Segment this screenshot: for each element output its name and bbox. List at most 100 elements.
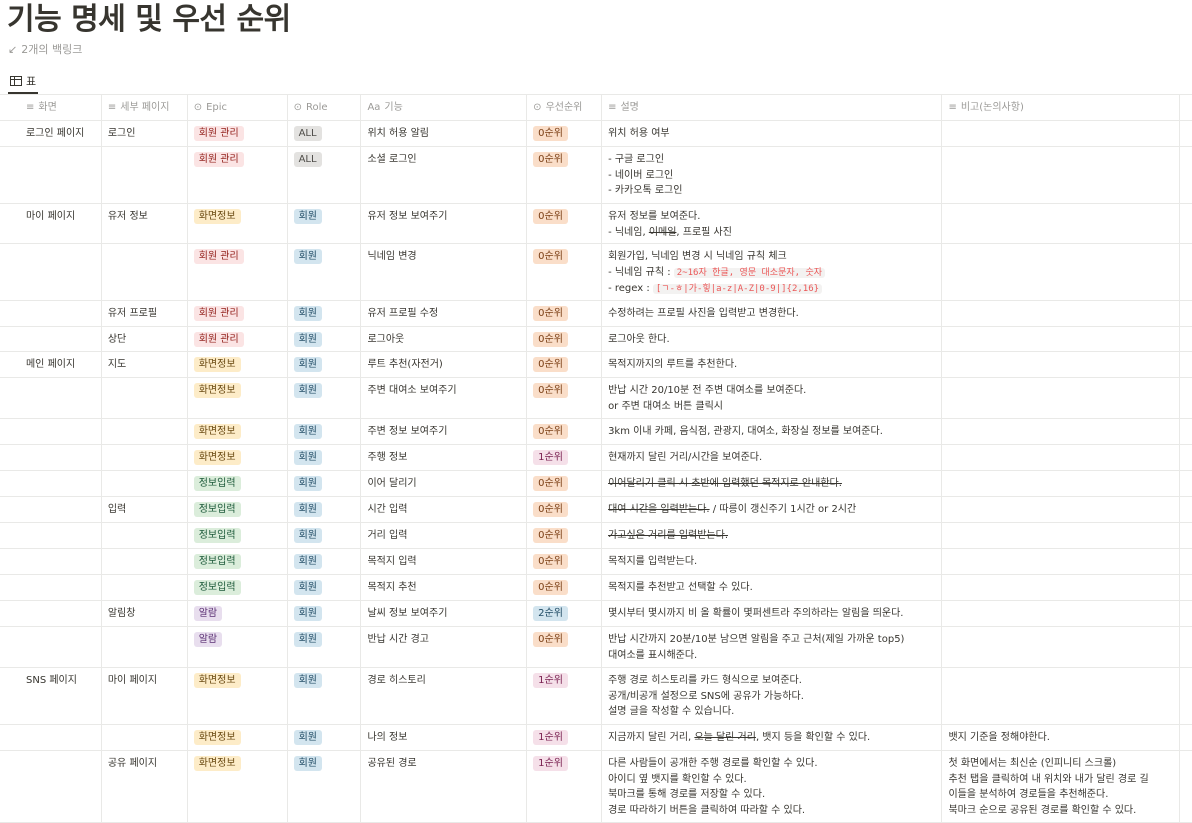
cell-role[interactable]: 회원 [288,725,362,750]
cell-notes[interactable] [942,523,1181,548]
cell-screen[interactable] [20,497,102,522]
cell-feature[interactable]: 닉네임 변경 [361,244,528,300]
cell-priority[interactable]: 0순위 [527,301,603,326]
cell-epic[interactable]: 정보입력 [188,523,288,548]
cell-feature[interactable]: 루트 추천(자전거) [361,352,528,377]
cell-screen[interactable] [20,327,102,351]
cell-priority[interactable]: 0순위 [527,549,603,574]
header-feature[interactable]: Aa 기능 [361,95,528,120]
cell-priority[interactable]: 0순위 [527,471,603,496]
cell-screen[interactable] [20,725,102,750]
cell-description[interactable]: 몇시부터 몇시까지 비 올 확률이 몇퍼센트라 주의하라는 알림을 띄운다. [602,601,943,626]
cell-epic[interactable]: 회원 관리 [188,121,288,146]
cell-epic[interactable]: 회원 관리 [188,147,288,203]
cell-description[interactable]: 주행 경로 히스토리를 카드 형식으로 보여준다. 공개/비공개 설정으로 SNS… [602,668,943,724]
cell-screen[interactable]: 메인 페이지 [20,352,102,377]
cell-role[interactable]: 회원 [288,549,362,574]
cell-notes[interactable] [942,204,1181,243]
cell-screen[interactable] [20,575,102,600]
cell-role[interactable]: 회원 [288,575,362,600]
cell-subpage[interactable] [102,419,188,444]
cell-notes[interactable] [942,244,1181,300]
cell-description[interactable]: - 구글 로그인 - 네이버 로그인 - 카카오톡 로그인 [602,147,943,203]
header-screen[interactable]: ≡ 화면 [20,95,102,120]
cell-screen[interactable] [20,523,102,548]
cell-screen[interactable]: 마이 페이지 [20,204,102,243]
cell-subpage[interactable] [102,244,188,300]
cell-description[interactable]: 대여 시간을 입력받는다. / 따릉이 갱신주기 1시간 or 2시간 [602,497,943,522]
cell-feature[interactable]: 공유된 경로 [361,751,528,822]
cell-notes[interactable] [942,627,1181,667]
cell-priority[interactable]: 0순위 [527,204,603,243]
cell-role[interactable]: 회원 [288,204,362,243]
cell-feature[interactable]: 주변 정보 보여주기 [361,419,528,444]
cell-subpage[interactable]: 공유 페이지 [102,751,188,822]
cell-feature[interactable]: 주행 정보 [361,445,528,470]
cell-role[interactable]: 회원 [288,327,362,351]
cell-notes[interactable] [942,471,1181,496]
cell-screen[interactable] [20,147,102,203]
cell-notes[interactable] [942,419,1181,444]
cell-epic[interactable]: 화면정보 [188,378,288,418]
cell-epic[interactable]: 알람 [188,601,288,626]
cell-subpage[interactable]: 지도 [102,352,188,377]
header-description[interactable]: ≡ 설명 [602,95,943,120]
cell-priority[interactable]: 1순위 [527,725,603,750]
cell-role[interactable]: 회원 [288,378,362,418]
cell-priority[interactable]: 0순위 [527,627,603,667]
cell-description[interactable]: 다른 사람들이 공개한 주행 경로를 확인할 수 있다. 아이디 옆 뱃지를 확인… [602,751,943,822]
cell-notes[interactable] [942,147,1181,203]
cell-description[interactable]: 이어달리기 클릭 시 초반에 입력했던 목적지로 안내한다. [602,471,943,496]
cell-epic[interactable]: 정보입력 [188,575,288,600]
cell-feature[interactable]: 시간 입력 [361,497,528,522]
cell-role[interactable]: 회원 [288,627,362,667]
cell-epic[interactable]: 화면정보 [188,668,288,724]
cell-description[interactable]: 위치 허용 여부 [602,121,943,146]
cell-description[interactable]: 목적지를 입력받는다. [602,549,943,574]
cell-notes[interactable]: 뱃지 기준을 정해야한다. [942,725,1181,750]
header-notes[interactable]: ≡ 비고(논의사항) [942,95,1181,120]
cell-screen[interactable] [20,627,102,667]
cell-description[interactable]: 수정하려는 프로필 사진을 입력받고 변경한다. [602,301,943,326]
cell-epic[interactable]: 회원 관리 [188,327,288,351]
cell-priority[interactable]: 2순위 [527,601,603,626]
cell-epic[interactable]: 정보입력 [188,497,288,522]
cell-priority[interactable]: 0순위 [527,147,603,203]
cell-feature[interactable]: 유저 프로필 수정 [361,301,528,326]
cell-feature[interactable]: 유저 정보 보여주기 [361,204,528,243]
cell-screen[interactable] [20,751,102,822]
cell-priority[interactable]: 0순위 [527,419,603,444]
cell-priority[interactable]: 1순위 [527,445,603,470]
cell-role[interactable]: 회원 [288,244,362,300]
header-subpage[interactable]: ≡ 세부 페이지 [102,95,188,120]
cell-feature[interactable]: 위치 허용 알림 [361,121,528,146]
cell-epic[interactable]: 화면정보 [188,725,288,750]
cell-feature[interactable]: 나의 정보 [361,725,528,750]
header-priority[interactable]: ⊙ 우선순위 [527,95,603,120]
cell-subpage[interactable] [102,575,188,600]
cell-feature[interactable]: 거리 입력 [361,523,528,548]
cell-screen[interactable] [20,378,102,418]
cell-role[interactable]: 회원 [288,471,362,496]
cell-notes[interactable] [942,549,1181,574]
cell-epic[interactable]: 화면정보 [188,204,288,243]
cell-priority[interactable]: 0순위 [527,121,603,146]
cell-role[interactable]: 회원 [288,301,362,326]
cell-description[interactable]: 목적지를 추천받고 선택할 수 있다. [602,575,943,600]
cell-feature[interactable]: 날씨 정보 보여주기 [361,601,528,626]
cell-priority[interactable]: 0순위 [527,244,603,300]
cell-description[interactable]: 현재까지 달린 거리/시간을 보여준다. [602,445,943,470]
cell-role[interactable]: ALL [288,121,362,146]
cell-notes[interactable] [942,445,1181,470]
cell-description[interactable]: 목적지까지의 루트를 추천한다. [602,352,943,377]
cell-notes[interactable] [942,378,1181,418]
header-role[interactable]: ⊙ Role [288,95,362,120]
cell-screen[interactable] [20,549,102,574]
cell-feature[interactable]: 반납 시간 경고 [361,627,528,667]
cell-subpage[interactable]: 상단 [102,327,188,351]
cell-feature[interactable]: 주변 대여소 보여주기 [361,378,528,418]
cell-notes[interactable] [942,497,1181,522]
cell-description[interactable]: 회원가입, 닉네임 변경 시 닉네임 규칙 체크 - 닉네임 규칙 : 2~16자… [602,244,943,300]
cell-description[interactable]: 반납 시간까지 20분/10분 남으면 알림을 주고 근처(제일 가까운 top… [602,627,943,667]
cell-epic[interactable]: 화면정보 [188,751,288,822]
